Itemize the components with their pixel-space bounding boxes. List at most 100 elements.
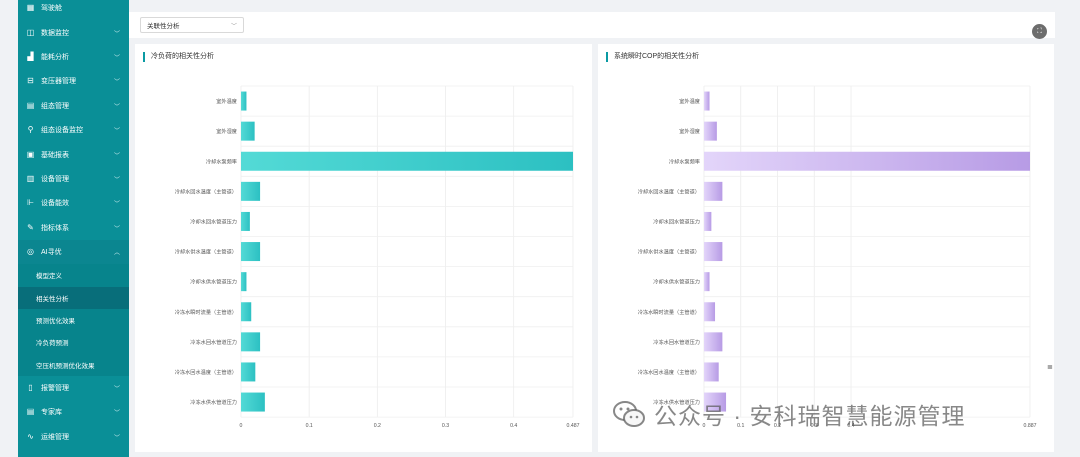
chevron-down-icon: ﹀ [113, 386, 120, 393]
x-tick-label: 0.487 [567, 423, 580, 429]
side-menu-icon[interactable]: ≣ [1047, 364, 1053, 371]
category-label: 冷冻水供水管道压力 [190, 398, 237, 406]
category-label: 冷却水回水温度（主管道） [175, 187, 237, 195]
chevron-down-icon: ﹀ [113, 79, 120, 86]
sidebar-subitem[interactable]: 模型定义 [18, 264, 129, 287]
wechat-icon [613, 401, 645, 427]
sidebar-item[interactable]: ⚲ 组态设备监控 ﹀ [18, 118, 129, 142]
category-label: 冷却水供水温度（主管道） [638, 248, 700, 256]
x-tick-label: 0.1 [306, 423, 313, 429]
sidebar-item[interactable]: ◎ AI寻优 ︿ [18, 239, 129, 265]
category-label: 冷却水回水管道压力 [653, 217, 700, 225]
sidebar-item[interactable]: ▣ 基础报表 ﹀ [18, 142, 129, 166]
chevron-down-icon: ﹀ [113, 31, 120, 38]
sidebar-item[interactable]: ⊩ 设备能效 ﹀ [18, 191, 129, 215]
chevron-down-icon: ﹀ [113, 410, 120, 417]
category-label: 室外温度 [679, 97, 700, 105]
chevron-down-icon: ﹀ [113, 226, 120, 233]
category-label: 冷却水泵频率 [669, 157, 700, 165]
fullscreen-button[interactable]: ⛶ [1032, 24, 1047, 39]
sidebar-item[interactable]: ▥ 设备管理 ﹀ [18, 167, 129, 191]
report-icon: ▣ [26, 149, 35, 159]
category-label: 室外温度 [216, 97, 237, 105]
sidebar-item[interactable]: ◫ 数据监控 ﹀ [18, 20, 129, 44]
sidebar-item-label: 变压器管理 [41, 78, 76, 86]
sidebar-item[interactable]: ▦ 驾驶舱 [18, 0, 129, 20]
device-icon: ▥ [26, 173, 35, 183]
chevron-up-icon: ︿ [113, 250, 120, 257]
x-tick-label: 0.2 [374, 423, 381, 429]
sidebar-item[interactable]: ▯ 报警管理 ﹀ [18, 376, 129, 400]
analysis-type-select[interactable]: 关联性分析 ﹀ [140, 17, 244, 33]
chevron-down-icon: ﹀ [113, 128, 120, 135]
category-label: 冷冻水供水管道压力 [653, 398, 700, 406]
chart-bar [704, 91, 710, 111]
chevron-down-icon: ﹀ [113, 153, 120, 160]
x-tick-label: 0.3 [811, 423, 818, 429]
x-tick-label: 0.1 [737, 423, 744, 429]
chart-bar [704, 151, 1030, 171]
sidebar-nav: ▦ 驾驶舱 ◫ 数据监控 ﹀ ▟ 能耗分析 ﹀ ⊟ 变压器管理 ﹀ ▤ 组态管理 ﹀ ⚲ 组态设备监控 ﹀ ▣ 基础… [18, 0, 129, 265]
x-tick-label: 0.3 [442, 423, 449, 429]
category-label: 室外湿度 [216, 127, 237, 135]
sidebar-nav-bottom: ▯ 报警管理 ﹀ ▤ 专家库 ﹀ ∿ 运维管理 ﹀ [18, 376, 129, 449]
category-label: 冷冻水回水温度（主管道） [175, 368, 237, 376]
sidebar-item[interactable]: ∿ 运维管理 ﹀ [18, 425, 129, 449]
sidebar-item-label: 指标体系 [41, 224, 69, 232]
x-tick-label: 0.887 [1024, 423, 1037, 429]
network-icon: ⚲ [27, 125, 34, 135]
category-label: 冷冻水瞬时流量（主管道） [638, 308, 700, 316]
cooling-load-correlation-panel: 冷负荷的相关性分析 室外温度 室外湿度 冷却水泵频率 冷却水回水温度（主管道） 冷却水回… [135, 44, 592, 452]
sidebar-subitem[interactable]: 预测优化效果 [18, 308, 129, 332]
cop-correlation-panel: 系统瞬时COP的相关性分析 室外温度 室外湿度 冷却水泵频率 冷却水回水温度（主管道）… [598, 44, 1054, 452]
sidebar-item-label: 设备能效 [41, 200, 69, 208]
sidebar-item-label: 能耗分析 [41, 53, 69, 61]
efficiency-icon: ⊩ [27, 198, 34, 208]
chart-bar [241, 211, 250, 231]
panel-title: 冷负荷的相关性分析 [143, 52, 214, 62]
chart-bar [704, 332, 723, 352]
chart-bar [241, 302, 252, 322]
sidebar-subitem[interactable]: 空压机预测优化效果 [18, 353, 129, 376]
transformer-icon: ⊟ [27, 76, 34, 86]
book-icon: ▤ [26, 407, 35, 417]
sidebar-item-label: 组态管理 [41, 102, 69, 110]
sidebar-item-label: 设备管理 [41, 175, 69, 183]
sidebar-item[interactable]: ▤ 专家库 ﹀ [18, 400, 129, 424]
chart-bar [241, 181, 261, 201]
sidebar-item[interactable]: ▟ 能耗分析 ﹀ [18, 45, 129, 69]
sidebar-item[interactable]: ✎ 指标体系 ﹀ [18, 216, 129, 240]
x-tick-label: 0.4 [510, 423, 517, 429]
dashboard-icon: ▦ [26, 3, 35, 13]
category-label: 冷却水回水温度（主管道） [638, 187, 700, 195]
x-tick-label: 0.4 [847, 423, 854, 429]
bar-chart-icon: ▟ [27, 51, 34, 61]
toolbar: 关联性分析 ﹀ [129, 12, 1055, 38]
watermark: 公众号 · 安科瑞智慧能源管理 [612, 396, 965, 432]
chart-bar [704, 272, 710, 292]
sidebar-item[interactable]: ▤ 组态管理 ﹀ [18, 94, 129, 118]
x-tick-label: 0 [240, 423, 243, 429]
sidebar-item-label: 驾驶舱 [41, 5, 62, 13]
chevron-down-icon: ﹀ [113, 104, 120, 111]
sidebar-subitem[interactable]: 冷负荷预测 [18, 331, 129, 354]
category-label: 冷却水泵频率 [206, 157, 237, 165]
sidebar-subitem[interactable]: 相关性分析 [18, 286, 129, 309]
sidebar-item-label: AI寻优 [41, 249, 62, 257]
grid-icon: ▤ [26, 100, 35, 110]
chevron-down-icon: ﹀ [113, 201, 120, 208]
chart-bar [704, 211, 712, 231]
x-tick-label: 0 [703, 423, 706, 429]
main-content: 关联性分析 ﹀ ⛶ 冷负荷的相关性分析 室外温度室外湿度冷却水泵频率冷却水回水温… [129, 0, 1080, 457]
fullscreen-icon: ⛶ [1037, 27, 1042, 35]
sidebar: ▦ 驾驶舱 ◫ 数据监控 ﹀ ▟ 能耗分析 ﹀ ⊟ 变压器管理 ﹀ ▤ 组态管理 ﹀ ⚲ 组态设备监控 ﹀ ▣ 基础… [18, 0, 129, 457]
chevron-down-icon: ﹀ [113, 435, 120, 442]
chart-bar [704, 392, 727, 412]
sidebar-item-label: 组态设备监控 [41, 127, 83, 135]
category-label: 室外湿度 [679, 127, 700, 135]
sidebar-item-label: 基础报表 [41, 151, 69, 159]
watermark-text: 公众号 · 安科瑞智慧能源管理 [654, 403, 966, 429]
sidebar-item[interactable]: ⊟ 变压器管理 ﹀ [18, 69, 129, 93]
chart-bar [704, 181, 723, 201]
